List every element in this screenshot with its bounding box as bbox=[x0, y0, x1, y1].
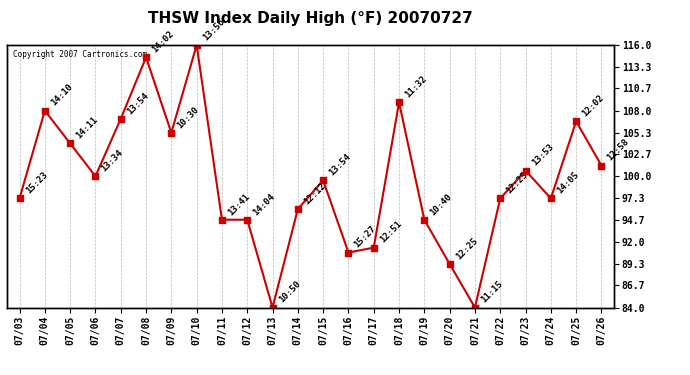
Text: 13:34: 13:34 bbox=[99, 148, 125, 174]
Text: 12:25: 12:25 bbox=[504, 170, 530, 196]
Text: 12:12: 12:12 bbox=[302, 181, 327, 206]
Text: 11:15: 11:15 bbox=[479, 279, 504, 305]
Point bbox=[520, 168, 531, 174]
Point bbox=[444, 261, 455, 267]
Text: 15:23: 15:23 bbox=[23, 170, 49, 196]
Point bbox=[241, 217, 253, 223]
Text: 13:53: 13:53 bbox=[530, 142, 555, 168]
Point bbox=[191, 42, 202, 48]
Point bbox=[14, 195, 25, 201]
Text: 14:04: 14:04 bbox=[251, 192, 277, 217]
Text: 13:54: 13:54 bbox=[327, 152, 353, 178]
Text: 15:27: 15:27 bbox=[353, 224, 378, 250]
Text: 11:32: 11:32 bbox=[403, 74, 428, 100]
Point bbox=[343, 249, 354, 255]
Text: 10:30: 10:30 bbox=[175, 105, 201, 130]
Text: Copyright 2007 Cartronics.com: Copyright 2007 Cartronics.com bbox=[13, 50, 147, 59]
Text: 12:02: 12:02 bbox=[580, 93, 606, 118]
Text: 13:56: 13:56 bbox=[201, 17, 226, 42]
Point bbox=[65, 141, 76, 147]
Text: 12:25: 12:25 bbox=[454, 236, 479, 261]
Text: 14:11: 14:11 bbox=[75, 115, 99, 141]
Point bbox=[267, 304, 278, 310]
Point bbox=[141, 54, 152, 60]
Text: 14:02: 14:02 bbox=[150, 29, 175, 54]
Point bbox=[368, 244, 380, 250]
Point bbox=[293, 206, 304, 212]
Point bbox=[39, 108, 50, 114]
Text: THSW Index Daily High (°F) 20070727: THSW Index Daily High (°F) 20070727 bbox=[148, 11, 473, 26]
Text: 10:40: 10:40 bbox=[428, 192, 454, 217]
Text: 12:51: 12:51 bbox=[378, 219, 403, 245]
Point bbox=[166, 130, 177, 136]
Text: 12:58: 12:58 bbox=[606, 138, 631, 163]
Text: 13:54: 13:54 bbox=[125, 91, 150, 116]
Point bbox=[317, 177, 328, 183]
Point bbox=[393, 99, 404, 105]
Point bbox=[469, 304, 480, 310]
Point bbox=[115, 116, 126, 122]
Point bbox=[596, 163, 607, 169]
Point bbox=[419, 217, 430, 223]
Text: 14:05: 14:05 bbox=[555, 170, 580, 196]
Text: 14:10: 14:10 bbox=[49, 82, 75, 108]
Point bbox=[217, 217, 228, 223]
Point bbox=[495, 195, 506, 201]
Point bbox=[90, 173, 101, 179]
Point bbox=[545, 195, 556, 201]
Text: 10:50: 10:50 bbox=[277, 279, 302, 305]
Point bbox=[571, 118, 582, 124]
Text: 13:41: 13:41 bbox=[226, 192, 251, 217]
